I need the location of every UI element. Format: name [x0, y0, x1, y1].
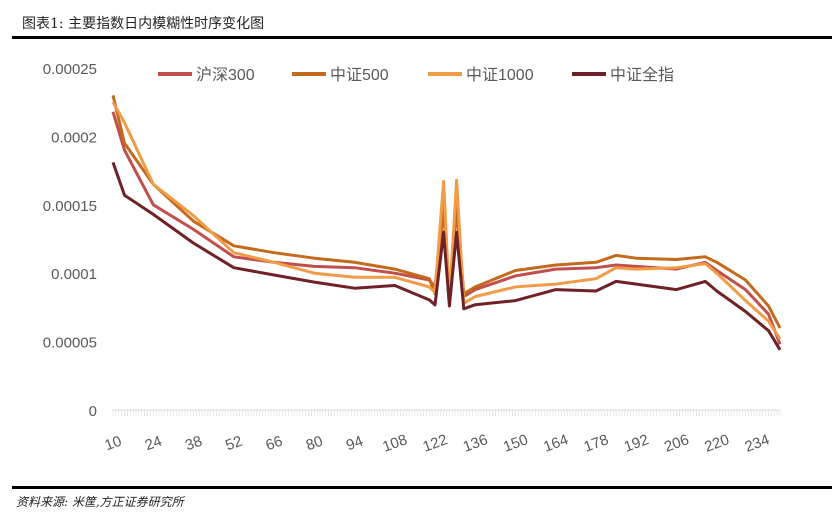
- y-tick-label: 0.0002: [51, 129, 97, 146]
- x-tick-label: 192: [622, 431, 651, 456]
- x-tick-label: 234: [743, 431, 772, 456]
- legend-label-3: 中证全指: [610, 66, 674, 84]
- series-line-2: [111, 101, 782, 340]
- x-tick-label: 38: [183, 433, 204, 455]
- x-tick-label: 136: [461, 431, 490, 456]
- x-tick-label: 150: [501, 431, 530, 456]
- x-tick-label: 24: [143, 433, 164, 455]
- legend-label-2: 中证1000: [466, 66, 534, 84]
- x-tick-label: 122: [421, 431, 450, 456]
- y-tick-label: 0.00015: [43, 198, 97, 215]
- y-tick-label: 0.0001: [51, 266, 97, 283]
- bottom-rule: [12, 486, 832, 489]
- x-tick-label: 10: [102, 433, 123, 455]
- x-tick-label: 94: [344, 433, 365, 455]
- y-tick-label: 0.00025: [43, 61, 97, 78]
- legend-label-0: 沪深300: [196, 66, 255, 84]
- x-tick-label: 206: [662, 431, 691, 456]
- line-chart: 0 0.00005 0.0001 0.00015 0.0002 0.00025 10 24 38…: [43, 61, 782, 456]
- x-tick-label: 66: [263, 433, 284, 455]
- x-tick-label: 164: [541, 431, 570, 456]
- figure-title: 图表1: 主要指数日内模糊性时序变化图: [22, 16, 265, 32]
- y-tick-label: 0.00005: [43, 335, 97, 352]
- x-tick-label: 108: [380, 431, 409, 456]
- x-tick-label: 80: [304, 433, 325, 455]
- legend-label-1: 中证500: [330, 66, 389, 84]
- x-tick-label: 220: [702, 431, 731, 456]
- series-line-3: [111, 161, 782, 351]
- top-rule: [12, 36, 832, 39]
- x-tick-label: 52: [223, 433, 244, 455]
- source-note: 资料来源: 米筐,方正证券研究所: [16, 495, 184, 509]
- x-tick-label: 178: [582, 431, 611, 456]
- y-tick-label: 0: [89, 403, 97, 420]
